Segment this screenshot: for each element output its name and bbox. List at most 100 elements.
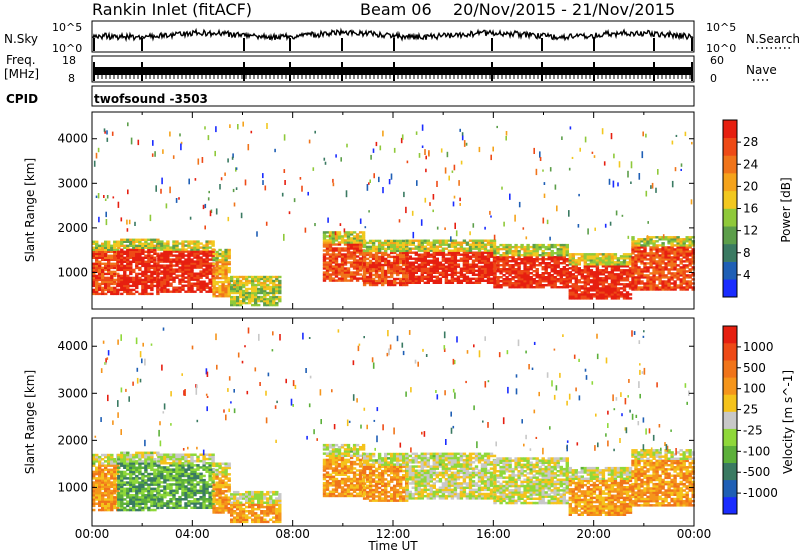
cell: [607, 253, 612, 256]
cell: [393, 271, 397, 275]
cell: [163, 256, 167, 259]
cell: [175, 474, 179, 478]
cell: [166, 472, 170, 476]
cell: [104, 474, 108, 478]
cell: [322, 267, 327, 270]
cell: [411, 257, 415, 260]
speckle: [343, 228, 346, 233]
cell: [493, 270, 497, 273]
cell: [239, 287, 243, 291]
nsky-trace: [92, 27, 694, 51]
cell: [477, 245, 482, 248]
cell: [486, 243, 491, 246]
cell: [98, 460, 102, 463]
cell: [322, 277, 327, 280]
cell: [169, 254, 173, 257]
cell: [153, 500, 157, 503]
cell: [661, 270, 665, 273]
cell: [453, 253, 458, 256]
cell: [553, 245, 557, 249]
speckle: [421, 145, 424, 148]
cell: [577, 287, 581, 290]
speckle: [543, 193, 546, 198]
cell: [459, 247, 464, 250]
cell: [447, 253, 452, 256]
cell: [568, 253, 572, 256]
cell: [411, 239, 415, 242]
cell: [592, 285, 597, 288]
cell: [120, 256, 124, 259]
cell: [120, 284, 124, 288]
cell: [646, 252, 650, 255]
cell: [266, 303, 270, 307]
cell: [667, 236, 671, 239]
cell: [358, 249, 363, 252]
cell: [138, 240, 142, 243]
cell: [160, 504, 164, 507]
cell: [104, 498, 108, 501]
cell: [181, 272, 185, 275]
cell: [390, 273, 394, 277]
cell: [202, 286, 206, 289]
cell: [322, 265, 327, 268]
cell: [547, 284, 551, 287]
cell: [673, 244, 677, 247]
cell: [349, 265, 354, 268]
cell: [337, 263, 342, 266]
cell: [368, 283, 373, 287]
cell: [523, 260, 527, 263]
cell: [462, 249, 467, 252]
speckle: [111, 131, 114, 136]
cell: [622, 261, 627, 264]
cell: [107, 254, 111, 257]
cell: [625, 293, 630, 296]
cell: [233, 301, 237, 305]
cell: [616, 289, 621, 292]
speckle: [612, 180, 615, 188]
cell: [429, 261, 433, 264]
cell: [254, 275, 258, 279]
cell: [526, 286, 530, 289]
cell: [129, 288, 133, 292]
cell: [541, 284, 545, 287]
cell: [126, 254, 130, 257]
cell: [107, 500, 111, 503]
cell: [622, 295, 627, 298]
cell: [172, 491, 176, 495]
cell: [426, 253, 430, 256]
cell: [640, 246, 644, 249]
cell: [113, 250, 117, 253]
cell: [676, 246, 680, 249]
cell: [113, 464, 117, 467]
cell: [589, 275, 594, 278]
cell: [505, 258, 509, 261]
cell: [135, 498, 139, 501]
cell: [595, 269, 600, 272]
cell: [468, 257, 473, 260]
cell: [489, 271, 494, 274]
cell: [138, 272, 142, 276]
cell: [661, 248, 665, 251]
cell: [104, 489, 108, 493]
cell: [676, 276, 680, 279]
cell: [160, 258, 164, 261]
cell: [368, 259, 373, 263]
cell: [423, 247, 427, 250]
cell: [486, 269, 491, 272]
cell: [544, 278, 548, 281]
cell: [393, 257, 397, 261]
cell: [257, 287, 261, 291]
cell: [652, 280, 656, 283]
cell: [450, 259, 455, 262]
cell: [426, 249, 430, 252]
cell: [104, 264, 108, 268]
cell: [547, 252, 551, 255]
speckle: [368, 210, 370, 213]
cell: [362, 245, 367, 249]
cell: [571, 291, 575, 294]
cell: [568, 277, 572, 280]
cell: [477, 241, 482, 244]
cell: [175, 256, 179, 259]
cell: [117, 502, 121, 505]
cell: [441, 253, 446, 256]
